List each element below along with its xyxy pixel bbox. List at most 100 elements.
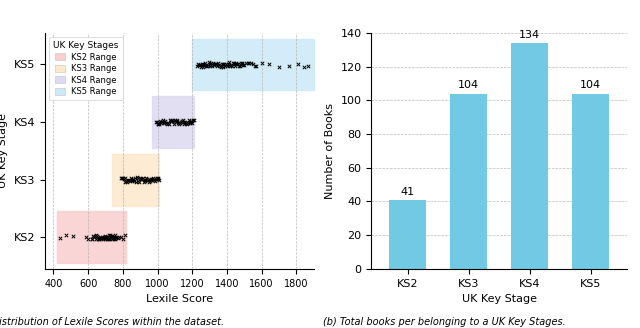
Point	[213, 60, 223, 66]
Point	[219, 62, 229, 67]
Point	[241, 61, 251, 66]
Point	[211, 62, 221, 67]
Point	[244, 60, 255, 65]
Point	[154, 122, 164, 127]
Point	[88, 233, 99, 238]
Point	[97, 236, 107, 241]
Point	[264, 61, 274, 67]
Point	[116, 235, 126, 240]
Point	[205, 61, 216, 66]
Point	[167, 118, 177, 123]
Point	[184, 120, 195, 126]
Point	[86, 236, 97, 241]
Point	[223, 61, 233, 66]
Point	[103, 236, 113, 241]
Point	[203, 62, 213, 67]
Point	[164, 117, 175, 123]
Point	[147, 176, 157, 181]
Point	[208, 61, 218, 66]
Point	[231, 60, 241, 66]
Point	[94, 236, 104, 241]
Point	[101, 235, 111, 240]
Point	[165, 118, 175, 123]
Point	[106, 233, 116, 238]
Point	[110, 233, 120, 238]
Point	[125, 178, 135, 183]
Point	[102, 237, 113, 242]
Point	[157, 119, 167, 125]
Text: (b) Total books per belonging to a UK Key Stages.: (b) Total books per belonging to a UK Ke…	[323, 317, 566, 327]
Point	[159, 121, 169, 126]
Point	[204, 60, 214, 65]
Point	[105, 233, 115, 238]
Point	[93, 236, 103, 241]
Point	[135, 175, 145, 181]
Point	[67, 234, 77, 239]
Point	[142, 176, 152, 182]
X-axis label: UK Key Stage: UK Key Stage	[461, 294, 537, 304]
Point	[175, 121, 185, 126]
Point	[121, 178, 131, 184]
Point	[115, 235, 125, 240]
Point	[113, 236, 123, 241]
Point	[128, 177, 138, 182]
Point	[104, 233, 115, 238]
Point	[132, 175, 142, 180]
Point	[181, 121, 191, 126]
Point	[149, 177, 159, 182]
Point	[144, 179, 154, 184]
Point	[141, 175, 152, 181]
Point	[237, 60, 247, 65]
Point	[99, 235, 109, 240]
Point	[200, 60, 211, 65]
Point	[150, 119, 161, 125]
Point	[108, 235, 118, 240]
Point	[248, 61, 258, 67]
Point	[126, 178, 136, 183]
Point	[180, 120, 190, 125]
Point	[209, 62, 219, 68]
Point	[284, 64, 294, 69]
Point	[250, 64, 260, 69]
Point	[61, 233, 72, 238]
Point	[153, 121, 163, 127]
Point	[194, 63, 204, 68]
Point	[195, 63, 205, 68]
Point	[243, 60, 253, 65]
Point	[160, 118, 170, 124]
Point	[237, 61, 248, 67]
Point	[199, 63, 209, 68]
Text: 104: 104	[580, 80, 601, 91]
Point	[211, 61, 221, 67]
Point	[233, 62, 243, 67]
Point	[134, 179, 145, 185]
Point	[228, 60, 239, 65]
Point	[118, 175, 128, 180]
Point	[95, 236, 105, 241]
Point	[187, 120, 197, 125]
Point	[54, 235, 65, 240]
Point	[171, 119, 181, 125]
Point	[152, 176, 162, 181]
Point	[232, 62, 243, 67]
Point	[152, 120, 162, 125]
Bar	[451, 93, 487, 269]
Text: (a) Distribution of Lexile Scores within the dataset.: (a) Distribution of Lexile Scores within…	[0, 317, 224, 327]
Point	[201, 63, 211, 68]
Point	[177, 118, 187, 123]
Bar	[390, 200, 426, 269]
Bar	[572, 93, 609, 269]
Point	[196, 61, 207, 67]
Point	[252, 63, 262, 69]
Point	[120, 179, 131, 184]
Point	[202, 64, 212, 69]
X-axis label: Lexile Score: Lexile Score	[146, 294, 212, 304]
Point	[156, 120, 166, 126]
Point	[198, 62, 208, 67]
Point	[100, 233, 110, 238]
Point	[218, 61, 228, 66]
Point	[129, 179, 140, 184]
Y-axis label: UK Key Stage: UK Key Stage	[0, 113, 8, 188]
Point	[152, 177, 163, 182]
Point	[132, 176, 143, 181]
